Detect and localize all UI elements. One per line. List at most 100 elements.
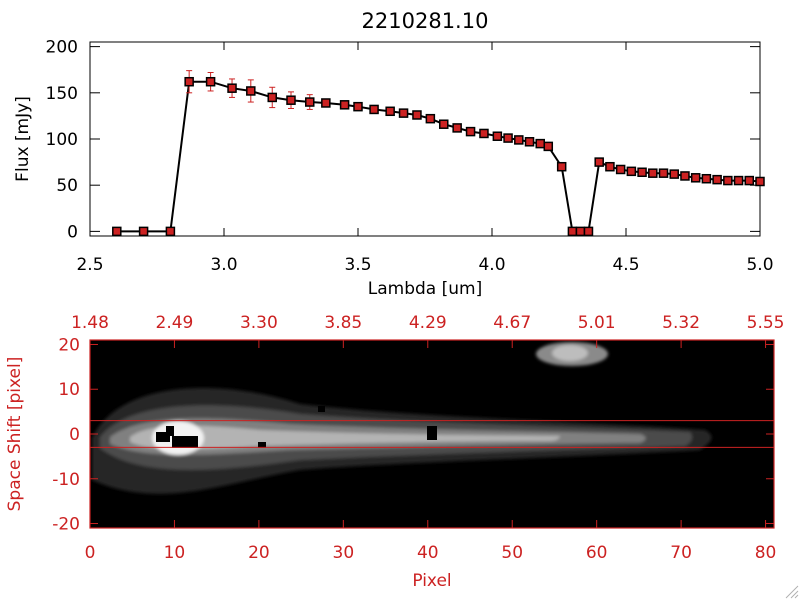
- spectrum-point: [321, 98, 331, 108]
- spectrum-x-axis-label: Lambda [um]: [368, 279, 482, 299]
- spectrum-point: [465, 126, 476, 137]
- spectrum-point: [690, 173, 701, 183]
- heatmap-wavelength-label: 3.30: [240, 313, 278, 333]
- spectrum-y-tick-label: 0: [67, 222, 78, 242]
- chart-title: 2210281.10: [362, 9, 489, 33]
- spectrum-x-tick-label: 4.5: [612, 255, 639, 275]
- spectrum-plot: 2.5 3.0 3.5 4.0 4.5 5.0 0 50 100 150 200 Lambda […: [13, 38, 774, 299]
- heatmap-y-tick-label: -10: [52, 470, 80, 490]
- heatmap-x-tick-label: 50: [501, 543, 523, 563]
- spectrum-y-tick-label: 100: [46, 130, 78, 150]
- spectrum-x-tick-label: 3.0: [210, 255, 237, 275]
- spectrum-point: [615, 164, 626, 175]
- spectrum-point: [398, 108, 409, 118]
- spectrum-point: [556, 161, 567, 172]
- spectrum-point: [305, 97, 315, 107]
- spectrum-point: [626, 166, 637, 177]
- heatmap-x-ticks: 0 10 20 30 40 50 60 70 80: [85, 520, 777, 563]
- heatmap-x-tick-label: 10: [164, 543, 186, 563]
- resize-grip-icon[interactable]: [785, 585, 799, 599]
- heatmap-wavelength-label: 1.48: [71, 313, 109, 333]
- heatmap-wavelength-label: 4.29: [409, 313, 447, 333]
- heatmap-y-tick-label: 0: [69, 425, 80, 445]
- heatmap-x-tick-label: 0: [85, 543, 96, 563]
- heatmap-x-tick-label: 80: [755, 543, 777, 563]
- spectrum-point: [184, 76, 194, 87]
- masked-pixels: [156, 406, 750, 505]
- spectrum-point: [492, 131, 503, 141]
- spectrum-x-ticks: 2.5 3.0 3.5 4.0 4.5 5.0: [76, 42, 774, 275]
- heatmap-wavelength-label: 5.55: [747, 313, 785, 333]
- spectrum-x-tick-label: 3.5: [344, 255, 371, 275]
- heatmap-x-tick-label: 40: [417, 543, 439, 563]
- spectrum-point: [583, 226, 594, 237]
- spectrum-point: [503, 133, 513, 143]
- spectrum-y-tick-label: 150: [46, 84, 78, 104]
- spectrum-point: [412, 110, 422, 120]
- spectrum-point: [385, 106, 395, 117]
- spectrum-point: [425, 113, 436, 124]
- spectrum-point: [744, 175, 755, 186]
- heatmap-wavelength-label: 4.67: [493, 313, 531, 333]
- spectrum-point: [227, 83, 237, 93]
- spectrum-point: [605, 161, 615, 172]
- spectrum-point: [165, 226, 176, 237]
- spectrum-point: [723, 175, 733, 186]
- spectrum-y-tick-label: 50: [56, 176, 78, 196]
- heatmap-wavelength-label: 3.85: [324, 313, 362, 333]
- heatmap-x-tick-label: 30: [333, 543, 355, 563]
- spectrum-x-tick-label: 2.5: [76, 255, 103, 275]
- heatmap-wavelength-ticks: 1.48 2.49 3.30 3.85 4.29 4.67 5.01 5.32 5.55: [71, 313, 784, 348]
- heatmap-wavelength-label: 5.01: [578, 313, 616, 333]
- emission-core: [130, 425, 560, 450]
- spectrum-y-axis-label: Flux [mJy]: [13, 96, 33, 182]
- spectrum-point: [205, 76, 216, 87]
- spectrum-point: [543, 141, 554, 152]
- spectrum-point: [439, 119, 449, 129]
- heatmap-wavelength-label: 5.32: [662, 313, 700, 333]
- spectrum-point: [452, 123, 462, 133]
- heatmap-x-tick-label: 70: [670, 543, 692, 563]
- spectrum-series: [112, 70, 765, 237]
- spectrum-point: [369, 104, 379, 115]
- spectrum-point: [637, 167, 647, 178]
- spectrum-point: [648, 168, 658, 178]
- spectrum-y-tick-label: 200: [46, 38, 78, 58]
- spectrum-point: [701, 173, 712, 184]
- spectrum-point: [658, 168, 669, 178]
- spectrum-x-tick-label: 5.0: [746, 255, 773, 275]
- heatmap-y-axis-label: Space Shift [pixel]: [5, 357, 25, 512]
- spectrum-point: [112, 226, 122, 237]
- heatmap-x-tick-label: 60: [586, 543, 608, 563]
- spectrum-point: [138, 226, 149, 237]
- spectrum-point: [479, 128, 489, 139]
- spectrum-point: [733, 175, 744, 186]
- spatial-heatmap: 0 10 20 30 40 50 60 70 80 -20 -10 0 10 20 1.48 2.49 3.…: [5, 313, 784, 591]
- spectrum-line: [116, 80, 761, 233]
- spectrum-point: [524, 137, 535, 147]
- heatmap-x-tick-label: 20: [248, 543, 270, 563]
- spectrum-point: [286, 95, 296, 105]
- heatmap-wavelength-label: 2.49: [156, 313, 194, 333]
- heatmap-y-tick-label: 20: [58, 335, 80, 355]
- heatmap-y-tick-label: -20: [52, 515, 80, 535]
- spectrum-point: [246, 86, 256, 96]
- spectrum-point: [669, 169, 679, 179]
- spectrum-point: [353, 101, 363, 112]
- extraction-window: [90, 420, 774, 448]
- heatmap-y-tick-label: 10: [58, 380, 80, 400]
- spectrum-x-tick-label: 4.0: [478, 255, 505, 275]
- secondary-source-core: [552, 345, 588, 361]
- spectrum-point: [575, 226, 586, 237]
- spectrum-point: [567, 226, 578, 237]
- spectrum-point: [535, 138, 545, 149]
- spectrum-point: [267, 92, 277, 103]
- spectrum-y-ticks: 0 50 100 150 200: [46, 38, 760, 242]
- spectrum-point: [339, 100, 350, 110]
- heatmap-x-axis-label: Pixel: [412, 571, 451, 591]
- spectrum-point: [594, 157, 604, 167]
- spectrum-point: [514, 135, 524, 145]
- heatmap-y-ticks: -20 -10 0 10 20: [52, 335, 774, 535]
- spectrum-point: [712, 174, 722, 185]
